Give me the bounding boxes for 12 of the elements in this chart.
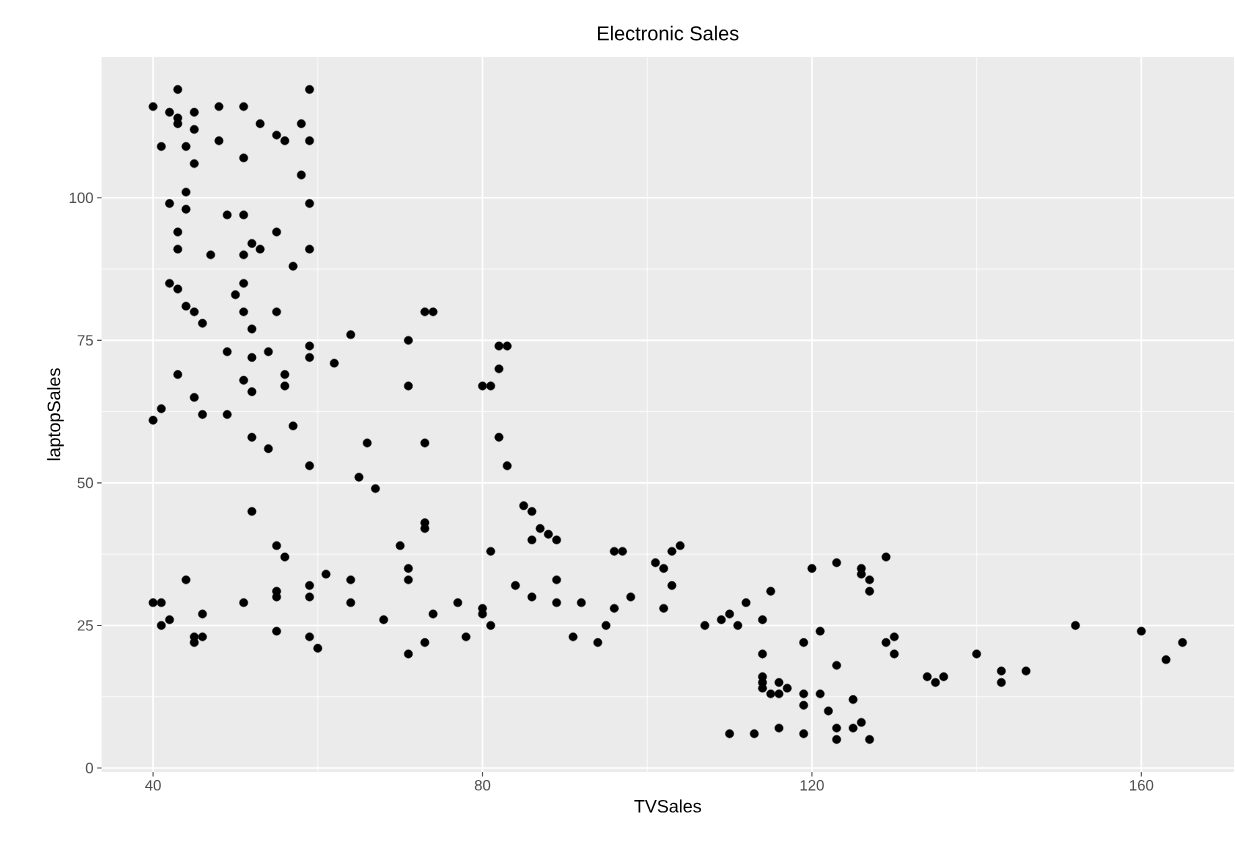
y-axis-title: laptopSales — [47, 368, 64, 461]
y-tick-label: 100 — [69, 192, 93, 204]
x-tick-label: 40 — [145, 780, 161, 791]
y-tick-label: 0 — [85, 762, 93, 774]
y-tick-label: 25 — [77, 620, 93, 631]
y-tick-label: 75 — [77, 335, 93, 346]
x-tick-label: 120 — [800, 780, 824, 791]
y-tick-label: 50 — [77, 477, 93, 489]
x-axis-title: TVSales — [634, 799, 702, 813]
chart-title: Electronic Sales — [598, 25, 739, 41]
x-tick-label: 80 — [474, 780, 491, 791]
x-tick-label: 160 — [1130, 780, 1154, 791]
